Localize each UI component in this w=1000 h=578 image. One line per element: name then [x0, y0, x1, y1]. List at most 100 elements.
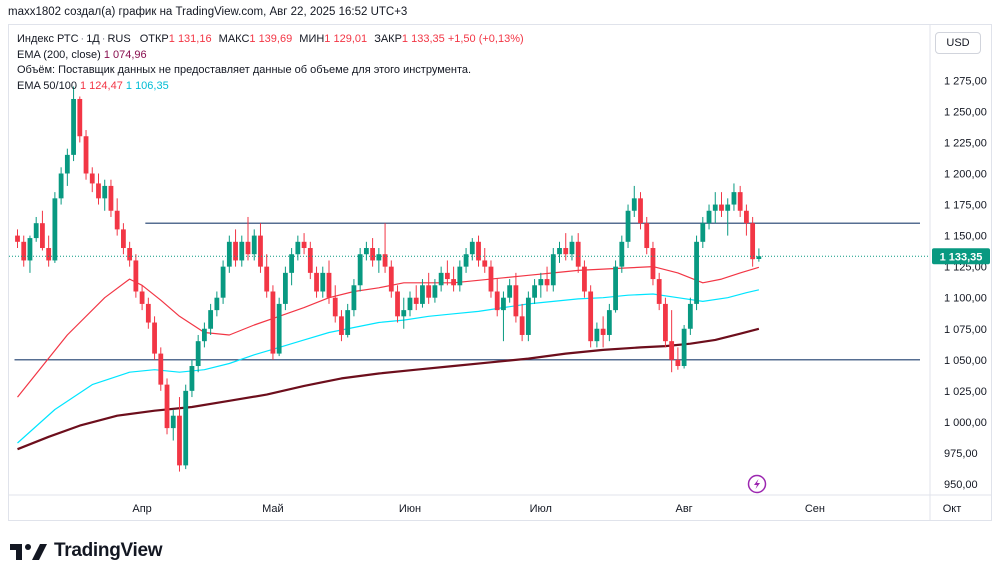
y-tick-label: 1 075,00 — [944, 324, 987, 336]
candle-body — [89, 173, 95, 184]
candle-body — [407, 297, 413, 311]
candle-body — [687, 303, 693, 329]
candle-body — [177, 415, 182, 466]
candle-body — [519, 316, 525, 335]
candle-body — [563, 248, 569, 255]
candle-body — [33, 223, 39, 239]
candle-body — [326, 272, 332, 298]
x-month-label: Июл — [530, 503, 552, 515]
ema200-line — [17, 327, 760, 451]
ema100-line — [17, 289, 760, 444]
candle-body — [725, 204, 731, 211]
candle-body — [320, 272, 326, 292]
candle-body — [675, 359, 681, 367]
candle-body — [507, 285, 513, 298]
legend-separator: · — [101, 33, 106, 45]
candle-body — [638, 198, 643, 224]
candle-body — [600, 328, 606, 335]
candle-body — [15, 235, 20, 242]
candle-body — [413, 297, 419, 304]
y-tick-label: 1 000,00 — [944, 417, 987, 429]
candle-body — [127, 248, 133, 261]
legend-ema-pair-label: EMA 50/100 — [17, 79, 77, 92]
candle-body — [388, 266, 394, 292]
candle-body — [631, 198, 637, 211]
candle-body — [669, 341, 675, 360]
legend-symbol[interactable]: Индекс РТС — [17, 33, 79, 45]
x-month-label: Май — [262, 503, 284, 515]
candle-body — [214, 297, 220, 311]
candle-body — [27, 238, 33, 261]
candle-body — [619, 241, 625, 267]
candle-body — [569, 241, 575, 255]
candle-body — [525, 297, 531, 335]
candle-body — [494, 291, 500, 311]
candle-body — [463, 254, 469, 267]
candle-body — [264, 266, 270, 292]
legend-ema-pair-row[interactable]: EMA 50/100 1 124,47 1 106,35 — [17, 79, 524, 95]
candle-body — [189, 366, 195, 391]
last-price-tag — [932, 248, 990, 265]
x-month-label: Июн — [399, 503, 421, 515]
candle-body — [314, 272, 319, 292]
y-tick-label: 1 200,00 — [944, 169, 987, 181]
candle-body — [370, 248, 376, 261]
candle-body — [432, 285, 438, 298]
candle-body — [52, 198, 58, 261]
candle-body — [700, 223, 706, 242]
candle-body — [712, 204, 718, 211]
tradingview-brand[interactable]: TradingView — [10, 539, 163, 563]
candle-body — [121, 229, 126, 249]
candle-body — [681, 328, 687, 367]
candle-body — [606, 310, 612, 335]
y-tick-label: 1 250,00 — [944, 106, 987, 118]
candle-body — [694, 241, 699, 304]
candle-body — [282, 272, 288, 304]
legend-market: RUS — [107, 33, 131, 45]
candle-body — [345, 310, 351, 335]
legend-high-value: 1 139,69 — [249, 33, 293, 45]
candle-body — [357, 254, 363, 286]
x-month-label: Авг — [676, 503, 693, 515]
candle-body — [538, 279, 544, 286]
candle-body — [582, 266, 587, 292]
candle-body — [307, 248, 313, 273]
candle-body — [276, 303, 282, 354]
candle-body — [382, 254, 388, 267]
legend-low-value: 1 129,01 — [324, 33, 368, 45]
legend-high-label: МАКС — [218, 33, 250, 45]
candle-body — [451, 279, 456, 286]
candle-body — [731, 192, 737, 205]
candle-body — [706, 210, 712, 224]
legend-interval[interactable]: 1Д — [86, 33, 100, 45]
candle-body — [46, 248, 52, 261]
candle-body — [170, 415, 176, 429]
chart-caption: maxx1802 создал(а) график на TradingView… — [8, 6, 408, 18]
candle-body — [594, 328, 600, 342]
y-tick-label: 1 050,00 — [944, 355, 987, 367]
candle-body — [83, 136, 89, 174]
currency-button[interactable]: USD — [935, 32, 981, 54]
candle-body — [501, 297, 506, 311]
candle-body — [395, 291, 400, 317]
candle-body — [183, 390, 189, 466]
candle-body — [258, 235, 263, 267]
legend-ema200-row[interactable]: EMA (200, close) 1 074,96 — [17, 48, 524, 64]
legend-ema100-value: 1 106,35 — [125, 79, 169, 92]
legend-volume-row[interactable]: Объём: Поставщик данных не предоставляет… — [17, 63, 524, 79]
candle-body — [426, 285, 432, 298]
candle-body — [158, 353, 164, 385]
legend-close-value: 1 133,35 — [401, 33, 445, 45]
candle-body — [351, 285, 357, 311]
y-tick-label: 1 175,00 — [944, 200, 987, 212]
candle-body — [557, 248, 562, 255]
caption-bar: maxx1802 создал(а) график на TradingView… — [0, 0, 1000, 24]
candle-body — [102, 185, 108, 199]
y-tick-label: 1 125,00 — [944, 262, 987, 274]
y-tick-label: 1 275,00 — [944, 75, 987, 87]
candle-body — [239, 241, 245, 261]
candle-body — [737, 192, 743, 211]
candle-body — [438, 272, 444, 286]
legend-ema50-value: 1 124,47 — [80, 79, 123, 92]
